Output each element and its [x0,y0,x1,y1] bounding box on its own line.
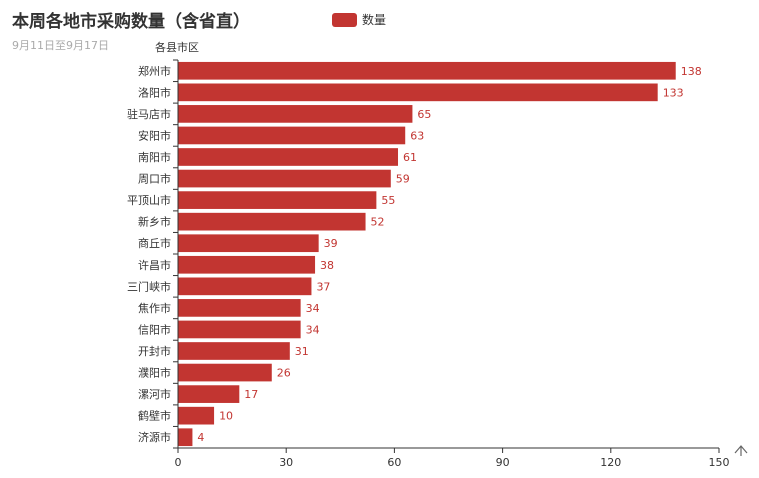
y-tick-label: 洛阳市 [138,85,171,99]
data-label: 17 [244,388,258,401]
data-label: 63 [410,129,424,142]
y-tick-label: 周口市 [138,172,171,186]
data-label: 31 [295,345,309,358]
bar[interactable] [178,234,319,253]
y-axis-label: 各县市区 [155,40,199,54]
data-label: 55 [381,194,395,207]
y-tick-label: 平顶山市 [127,193,171,207]
y-tick-label: 新乡市 [138,215,171,229]
bar[interactable] [178,126,406,145]
chart-title: 本周各地市采购数量（含省直） [12,12,250,32]
bar[interactable] [178,212,366,231]
y-tick-label: 鹤壁市 [138,409,171,423]
data-label: 39 [324,237,338,250]
y-tick-label: 济源市 [138,430,171,444]
legend-swatch [332,12,357,27]
bar[interactable] [178,299,301,317]
bar[interactable] [178,169,391,188]
bar[interactable] [178,363,272,382]
y-tick-label: 三门峡市 [127,279,171,293]
bar[interactable] [178,385,240,403]
bar[interactable] [178,255,316,274]
data-label: 34 [306,323,320,336]
data-label: 38 [320,259,334,272]
bar[interactable] [178,277,312,296]
y-tick-label: 商丘市 [138,236,171,250]
bar[interactable] [178,61,676,80]
y-tick-label: 漯河市 [138,387,171,401]
data-label: 10 [219,410,233,423]
y-tick-label: 信阳市 [138,322,171,336]
bar[interactable] [178,148,399,166]
x-tick-label: 90 [496,456,510,469]
y-tick-label: 安阳市 [138,128,171,142]
bar[interactable] [178,83,658,102]
data-label: 59 [396,173,410,186]
y-tick-label: 濮阳市 [138,366,171,380]
data-label: 34 [306,302,320,315]
bar[interactable] [178,105,413,123]
bar[interactable] [178,428,193,447]
data-label: 26 [277,367,291,380]
x-tick-label: 60 [387,456,401,469]
data-label: 4 [197,431,204,444]
chart-subtitle: 9月11日至9月17日 [12,39,109,52]
legend-item[interactable]: 数量 [332,11,386,28]
data-label: 37 [316,280,330,293]
y-tick-label: 南阳市 [138,150,171,164]
y-tick-label: 郑州市 [138,64,171,78]
data-label: 65 [417,108,431,121]
x-tick-label: 150 [709,456,730,469]
data-label: 133 [663,86,684,99]
data-label: 61 [403,151,417,164]
data-label: 52 [371,216,385,229]
y-tick-label: 开封市 [138,344,171,358]
x-tick-label: 0 [175,456,182,469]
bar[interactable] [178,406,215,425]
x-tick-label: 120 [600,456,621,469]
bar[interactable] [178,191,377,209]
data-label: 138 [681,65,702,78]
y-tick-label: 驻马店市 [127,107,171,121]
legend-label: 数量 [362,13,387,27]
bar[interactable] [178,342,290,360]
y-tick-label: 许昌市 [138,258,171,272]
bar[interactable] [178,320,301,339]
x-tick-label: 30 [279,456,293,469]
y-tick-label: 焦作市 [138,301,171,315]
